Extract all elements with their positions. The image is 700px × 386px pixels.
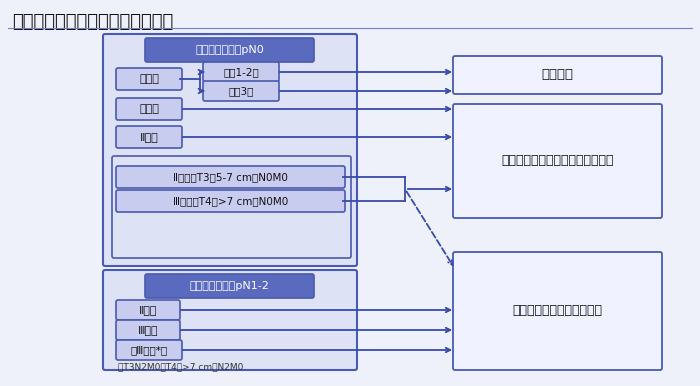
Text: ⅢＡ期：T4（>7 cm）N0M0: ⅢＡ期：T4（>7 cm）N0M0 <box>173 196 288 206</box>
Text: ⅡＢ期：T3（5-7 cm）N0M0: ⅡＢ期：T3（5-7 cm）N0M0 <box>173 172 288 182</box>
Text: 術後病理病期：pN1-2: 術後病理病期：pN1-2 <box>190 281 270 291</box>
Text: 非小細胞肺癌の術後補助化学療法: 非小細胞肺癌の術後補助化学療法 <box>12 13 174 31</box>
FancyBboxPatch shape <box>112 156 351 258</box>
Text: ＩＡ1-2期: ＩＡ1-2期 <box>223 67 259 77</box>
Text: ⅢＡ期: ⅢＡ期 <box>138 325 158 335</box>
FancyBboxPatch shape <box>116 126 182 148</box>
Text: 術後病理病期：pN0: 術後病理病期：pN0 <box>195 45 264 55</box>
FancyBboxPatch shape <box>453 252 662 370</box>
FancyBboxPatch shape <box>116 300 180 320</box>
Text: ⅡＡ期: ⅡＡ期 <box>139 132 158 142</box>
Text: ＊T3N2M0，T4（>7 cm）N2M0: ＊T3N2M0，T4（>7 cm）N2M0 <box>118 362 244 371</box>
FancyBboxPatch shape <box>103 34 357 266</box>
Text: ＩＢ期: ＩＢ期 <box>139 104 159 114</box>
FancyBboxPatch shape <box>203 81 279 101</box>
FancyBboxPatch shape <box>453 104 662 218</box>
Text: シスプラチン併用化学療法: シスプラチン併用化学療法 <box>512 305 603 318</box>
FancyBboxPatch shape <box>116 190 345 212</box>
Text: ⅡＢ期: ⅡＢ期 <box>139 305 158 315</box>
FancyBboxPatch shape <box>103 270 357 370</box>
FancyBboxPatch shape <box>453 56 662 94</box>
FancyBboxPatch shape <box>116 340 182 360</box>
FancyBboxPatch shape <box>116 68 182 90</box>
FancyBboxPatch shape <box>116 320 180 340</box>
Text: ＩＡ3期: ＩＡ3期 <box>228 86 253 96</box>
FancyBboxPatch shape <box>145 274 314 298</box>
FancyBboxPatch shape <box>116 166 345 188</box>
Text: 経過観察: 経過観察 <box>542 68 573 81</box>
FancyBboxPatch shape <box>203 62 279 82</box>
Text: ＩＡ期: ＩＡ期 <box>139 74 159 84</box>
FancyBboxPatch shape <box>116 98 182 120</box>
Text: テガフール・ウラシル配合剤療法: テガフール・ウラシル配合剤療法 <box>501 154 614 168</box>
Text: （ⅢＢ期*）: （ⅢＢ期*） <box>130 345 167 355</box>
FancyBboxPatch shape <box>145 38 314 62</box>
